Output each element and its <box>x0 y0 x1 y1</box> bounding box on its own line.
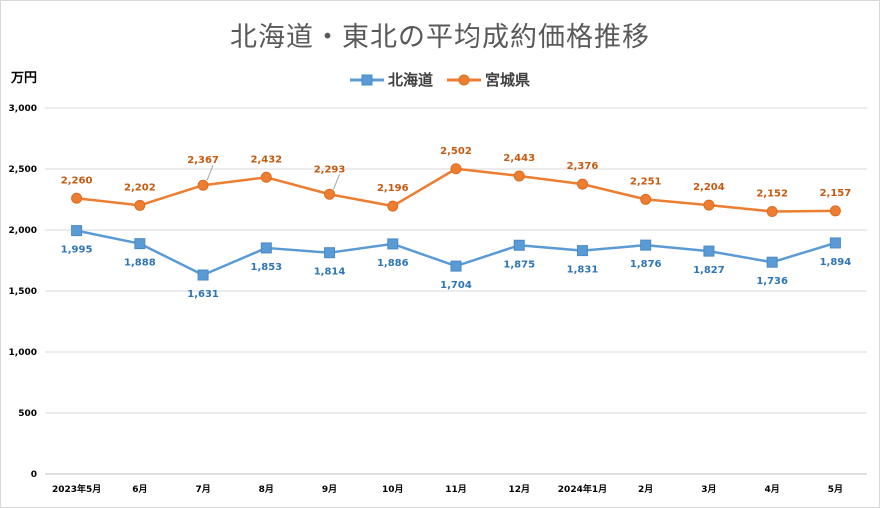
data-label-series-0: 1,736 <box>756 276 788 287</box>
data-point-series-1 <box>513 170 525 182</box>
x-tick-label: 8月 <box>259 484 274 495</box>
x-tick-label: 2024年1月 <box>558 483 607 495</box>
x-tick-label: 2月 <box>638 484 653 495</box>
data-label-series-0: 1,631 <box>187 289 219 300</box>
x-tick-label: 5月 <box>828 484 843 495</box>
data-label-series-1: 2,202 <box>124 182 156 193</box>
data-point-series-1 <box>324 188 336 200</box>
x-tick-label: 10月 <box>382 484 404 495</box>
data-point-series-1 <box>640 193 652 205</box>
data-label-series-1: 2,443 <box>503 153 535 164</box>
data-point-series-1 <box>387 200 399 212</box>
y-tick-label: 2,000 <box>9 226 37 236</box>
data-label-leader <box>333 174 341 190</box>
data-point-series-1 <box>703 199 715 211</box>
data-point-series-0 <box>766 256 778 268</box>
data-label-series-0: 1,886 <box>377 258 409 269</box>
data-label-series-1: 2,432 <box>250 154 282 165</box>
data-label-series-1: 2,157 <box>820 188 852 199</box>
data-point-series-0 <box>197 269 209 281</box>
data-point-series-1 <box>450 163 462 175</box>
data-point-series-0 <box>260 242 272 254</box>
data-label-series-0: 1,995 <box>61 245 93 256</box>
data-point-series-0 <box>703 245 715 257</box>
data-point-series-0 <box>134 238 146 250</box>
y-axis-unit-label: 万円 <box>11 71 38 86</box>
data-label-leader <box>206 165 214 181</box>
data-point-series-0 <box>829 237 841 249</box>
y-tick-label: 3,000 <box>9 104 37 114</box>
legend-item-series-0: 北海道 <box>349 69 433 90</box>
data-point-series-1 <box>576 178 588 190</box>
data-point-series-1 <box>134 199 146 211</box>
x-tick-label: 12月 <box>508 484 530 495</box>
data-point-series-1 <box>260 171 272 183</box>
data-point-series-0 <box>513 239 525 251</box>
legend-item-series-1: 宮城県 <box>447 69 530 90</box>
x-tick-label: 6月 <box>132 484 147 495</box>
data-point-series-0 <box>576 245 588 257</box>
data-label-series-0: 1,827 <box>693 265 725 276</box>
y-tick-label: 500 <box>18 409 37 419</box>
legend-label-series-0: 北海道 <box>387 71 433 89</box>
data-label-series-1: 2,204 <box>693 182 725 193</box>
data-label-series-0: 1,894 <box>820 257 852 268</box>
data-label-series-0: 1,876 <box>630 259 662 270</box>
data-label-series-1: 2,502 <box>440 146 472 157</box>
data-point-series-1 <box>829 205 841 217</box>
y-tick-label: 1,500 <box>9 287 37 297</box>
legend-label-series-1: 宮城県 <box>485 71 531 89</box>
data-point-series-0 <box>450 260 462 272</box>
data-point-series-0 <box>71 225 83 237</box>
data-label-series-0: 1,875 <box>503 259 535 270</box>
legend: 北海道 宮城県 <box>1 69 879 90</box>
data-label-series-1: 2,196 <box>377 183 409 194</box>
data-label-series-1: 2,367 <box>187 155 219 166</box>
data-point-series-1 <box>766 205 778 217</box>
data-label-series-0: 1,888 <box>124 258 156 269</box>
data-label-series-1: 2,293 <box>314 164 346 175</box>
legend-marker-circle-icon <box>447 74 481 85</box>
x-tick-label: 3月 <box>701 484 716 495</box>
x-tick-label: 4月 <box>765 484 780 495</box>
data-label-series-1: 2,152 <box>756 188 788 199</box>
data-label-series-1: 2,251 <box>630 176 662 187</box>
x-tick-label: 11月 <box>445 484 467 495</box>
x-tick-label: 7月 <box>195 484 210 495</box>
x-tick-label: 2023年5月 <box>52 483 101 495</box>
data-label-series-1: 2,260 <box>61 175 93 186</box>
data-point-series-1 <box>197 179 209 191</box>
data-label-series-1: 2,376 <box>567 161 599 172</box>
y-tick-label: 1,000 <box>9 348 37 358</box>
data-point-series-1 <box>71 192 83 204</box>
data-label-series-0: 1,704 <box>440 280 472 291</box>
data-label-series-0: 1,853 <box>250 262 282 273</box>
data-point-series-0 <box>324 247 336 259</box>
data-point-series-0 <box>640 239 652 251</box>
x-tick-label: 9月 <box>322 484 337 495</box>
data-point-series-0 <box>387 238 399 250</box>
data-label-series-0: 1,814 <box>314 267 346 278</box>
legend-marker-square-icon <box>349 74 384 85</box>
chart-title: 北海道・東北の平均成約価格推移 <box>230 22 650 53</box>
y-tick-label: 2,500 <box>9 165 37 175</box>
data-label-series-0: 1,831 <box>567 265 599 276</box>
y-tick-label: 0 <box>31 470 37 480</box>
